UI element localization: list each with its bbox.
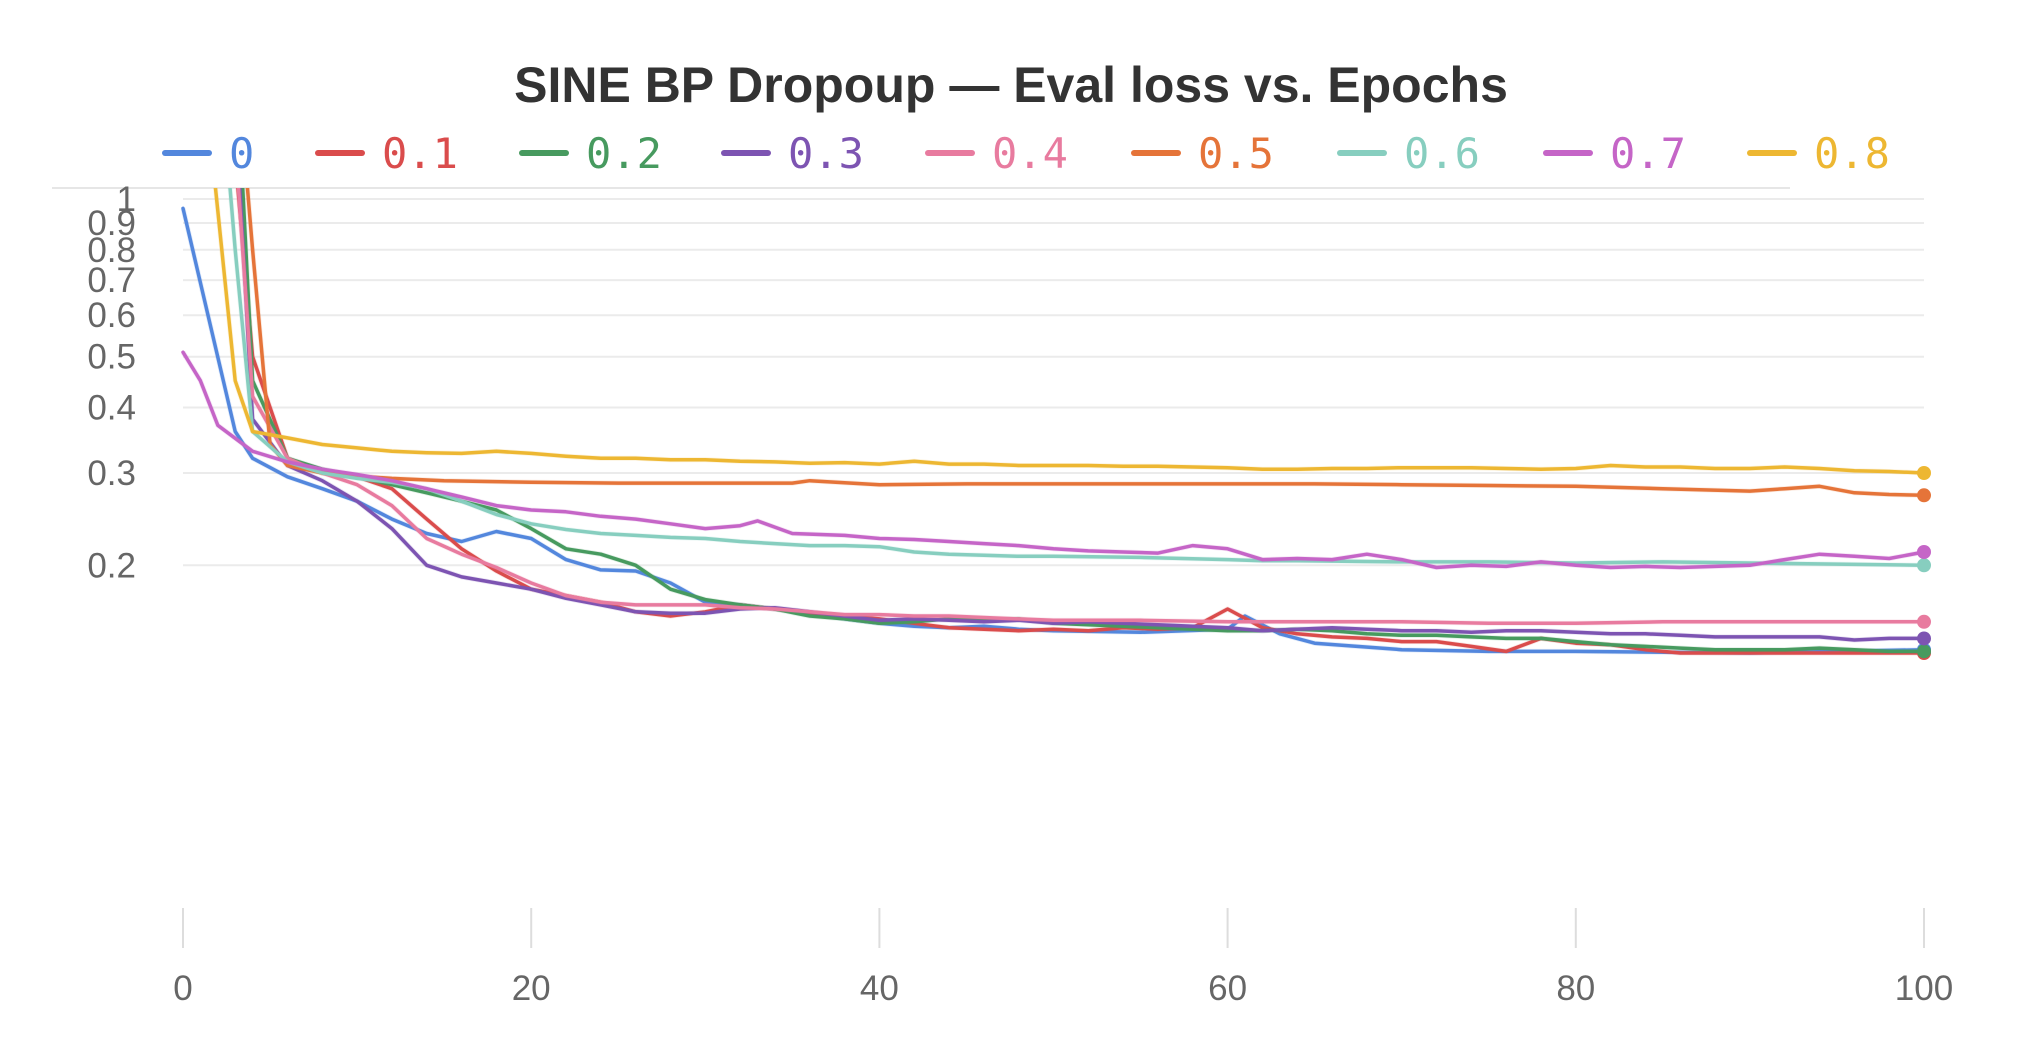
x-tick-label: 40	[860, 969, 899, 1008]
y-tick-label: 0.8	[87, 231, 136, 270]
series-4-end-point	[1917, 614, 1931, 629]
y-tick-label: 0.3	[87, 454, 136, 493]
x-tick-label: 0	[173, 969, 192, 1008]
series-0-shadow	[180, 207, 1925, 656]
legend-item: 0.4	[925, 129, 1068, 178]
x-tick-label: 80	[1556, 969, 1595, 1008]
series-3-end-point	[1917, 631, 1931, 646]
legend-label: 0.2	[586, 129, 662, 178]
y-tick-label: 0.9	[87, 204, 136, 243]
series-7-end-point	[1917, 545, 1931, 559]
x-tick-label: 60	[1208, 969, 1247, 1008]
x-tick-label: 20	[512, 969, 551, 1008]
legend-label: 0.5	[1198, 129, 1274, 178]
legend-item: 0.1	[315, 129, 458, 178]
y-tick-label: 0.2	[87, 546, 136, 585]
x-tick-label: 100	[1895, 969, 1953, 1008]
y-tick-label: 0.7	[87, 261, 136, 300]
series-2-end-point	[1917, 644, 1931, 659]
x-axis-ticks: 0 20 40 60 80 100	[173, 908, 1953, 1008]
series-6-end-point	[1917, 558, 1931, 573]
series-8-end-point	[1917, 465, 1931, 480]
legend-label: 0.6	[1404, 129, 1480, 178]
chart-title: SINE BP Dropoup — Eval loss vs. Epochs	[514, 57, 1508, 113]
legend-item: 0.2	[519, 129, 662, 178]
legend-item: 0.5	[1131, 129, 1274, 178]
series-4-line	[236, 188, 1926, 626]
series-8-line	[213, 188, 1926, 475]
legend-item: 0.8	[1747, 129, 1890, 178]
series-7-line	[181, 350, 1926, 570]
legend-label: 0.4	[992, 129, 1068, 178]
y-tick-label: 1	[117, 180, 136, 219]
y-tick-label: 0.5	[87, 338, 136, 377]
legend: 0 0.1 0.2 0.3 0.4 0.5 0.6 0.7 0.8	[162, 129, 1890, 178]
legend-label: 0.8	[1814, 129, 1890, 178]
legend-label: 0.1	[382, 129, 458, 178]
series-6-line	[228, 188, 1926, 568]
y-tick-label: 0.4	[87, 389, 136, 428]
legend-label: 0.7	[1610, 129, 1686, 178]
series-3-line	[237, 188, 1926, 642]
y-tick-label: 0.6	[87, 296, 136, 335]
grid	[183, 198, 1924, 567]
legend-item: 0	[162, 129, 254, 178]
series-5-end-point	[1917, 488, 1931, 503]
series-1-line	[236, 188, 1926, 655]
legend-item: 0.3	[721, 129, 864, 178]
legend-item: 0.6	[1337, 129, 1480, 178]
series-0-line	[181, 206, 1926, 655]
series-end-markers	[1917, 465, 1931, 661]
y-axis-ticks: 10.90.80.70.60.5 0.4 0.3 0.2	[87, 180, 136, 585]
legend-label: 0.3	[788, 129, 864, 178]
legend-label: 0	[229, 129, 254, 178]
legend-item: 0.7	[1543, 129, 1686, 178]
series-lines	[180, 188, 1926, 656]
